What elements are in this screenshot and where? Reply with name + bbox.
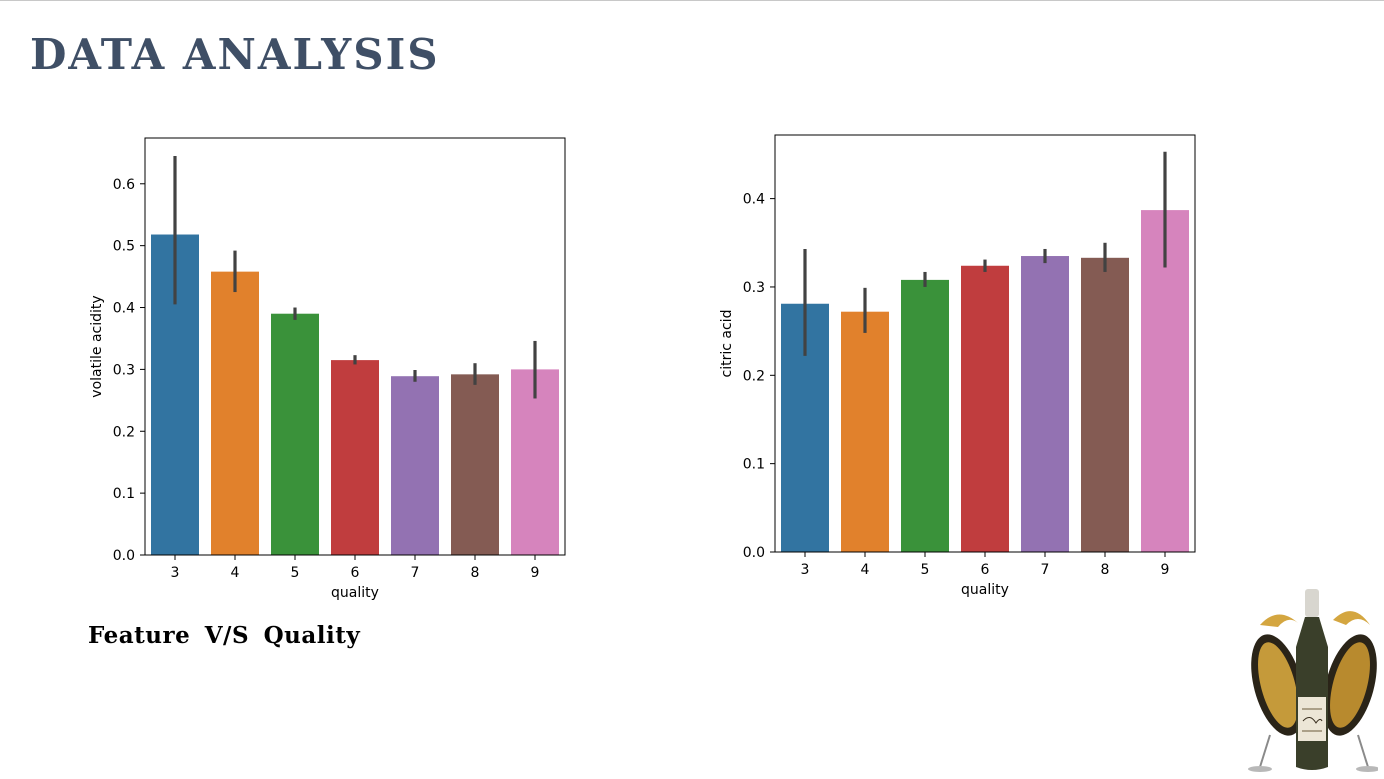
x-tick-label: 5 xyxy=(291,565,300,581)
bar-quality-4 xyxy=(841,311,889,552)
x-tick-label: 5 xyxy=(921,562,930,578)
x-tick-label: 8 xyxy=(1101,562,1110,578)
wine-bottle-illustration xyxy=(1248,589,1378,772)
y-tick-label: 0.4 xyxy=(113,301,135,317)
x-tick-label: 7 xyxy=(1041,562,1050,578)
y-tick-label: 0.6 xyxy=(113,177,135,193)
feature-vs-quality-caption: Feature V/S Quality xyxy=(88,622,361,649)
bar-quality-8 xyxy=(451,374,499,555)
x-tick-label: 7 xyxy=(411,565,420,581)
x-tick-label: 3 xyxy=(171,565,180,581)
chart-citric-acid: 3 4 5 6 7 8 9 0.0 0.1 0.2 0.3 0.4 quality citric acid xyxy=(719,134,1196,598)
y-tick-label: 0.1 xyxy=(113,486,135,502)
y-tick-label: 0.5 xyxy=(113,239,135,255)
x-tick-label: 4 xyxy=(861,562,870,578)
bar-quality-4 xyxy=(211,271,259,555)
x-axis-label: quality xyxy=(331,585,379,601)
x-axis-label: quality xyxy=(961,582,1009,598)
y-tick-label: 0.1 xyxy=(743,457,765,473)
y-tick-label: 0.3 xyxy=(113,362,135,378)
top-rule xyxy=(0,0,1384,1)
y-axis-label: volatile acidity xyxy=(89,295,105,397)
x-tick-label: 6 xyxy=(981,562,990,578)
bar-quality-9 xyxy=(511,369,559,555)
bar-quality-7 xyxy=(1021,256,1069,552)
y-tick-label: 0.0 xyxy=(113,548,135,564)
chart-volatile-acidity: 3 4 5 6 7 8 9 0.0 0.1 0.2 0.3 0.4 0.5 0.6 quality volat… xyxy=(89,137,566,601)
bar-quality-5 xyxy=(901,279,949,552)
y-tick-label: 0.4 xyxy=(743,192,765,208)
x-tick-label: 6 xyxy=(351,565,360,581)
y-tick-label: 0.2 xyxy=(113,424,135,440)
bar-quality-6 xyxy=(961,265,1009,552)
y-tick-label: 0.2 xyxy=(743,368,765,384)
x-tick-label: 9 xyxy=(1161,562,1170,578)
bar-quality-6 xyxy=(331,360,379,555)
bar-quality-5 xyxy=(271,313,319,555)
x-tick-label: 4 xyxy=(231,565,240,581)
bar-quality-7 xyxy=(391,376,439,555)
x-tick-label: 9 xyxy=(531,565,540,581)
x-tick-label: 3 xyxy=(801,562,810,578)
y-tick-label: 0.0 xyxy=(743,545,765,561)
y-axis-label: citric acid xyxy=(719,310,735,378)
x-tick-label: 8 xyxy=(471,565,480,581)
bar-quality-8 xyxy=(1081,257,1129,552)
y-tick-label: 0.3 xyxy=(743,280,765,296)
page-title: DATA ANALYSIS xyxy=(30,30,440,79)
